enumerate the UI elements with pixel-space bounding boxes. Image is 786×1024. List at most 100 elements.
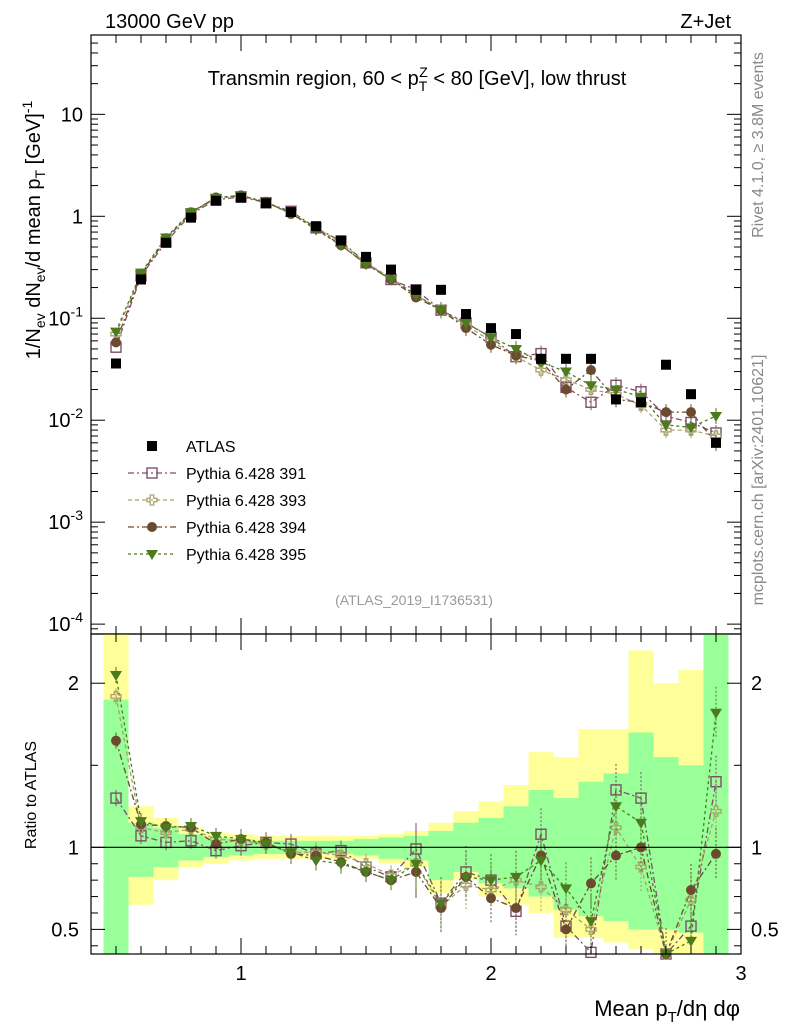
- series-point-3: [111, 337, 121, 348]
- plot-title: Transmin region, 60 < pTZ < 80 [GeV], lo…: [208, 64, 627, 94]
- legend-entry-4: Pythia 6.428 395: [128, 547, 306, 564]
- series-point-4: [360, 260, 372, 271]
- data-point: [136, 274, 146, 285]
- data-point: [111, 358, 121, 369]
- legend-entry-atlas: ATLAS: [147, 439, 236, 456]
- ratio-tick-label: 0.5: [51, 919, 79, 941]
- analysis-tag: (ATLAS_2019_I1736531): [335, 592, 493, 608]
- y-tick-label: 10-1: [48, 303, 83, 330]
- ratio-panel: 0.5 0.5 1 1 2 2 1 2 3 Ratio to ATLAS: [23, 633, 779, 985]
- legend-label-4: Pythia 6.428 395: [186, 547, 306, 564]
- data-point: [286, 207, 296, 218]
- series-point-4: [710, 411, 722, 422]
- x-axis-label: Mean pT/dη dφ: [594, 996, 740, 1024]
- ratio-point-4: [510, 872, 522, 883]
- ratio-band-green: [378, 837, 404, 859]
- legend-entry-3: Pythia 6.428 394: [128, 520, 306, 537]
- ratio-band-green: [428, 830, 454, 881]
- ratio-point-2: [560, 904, 572, 916]
- y-tick-label: 1: [72, 206, 83, 228]
- legend-marker-2: [146, 494, 158, 506]
- ratio-point-4: [535, 856, 547, 867]
- series-point-3: [586, 365, 596, 376]
- ratio-point-4: [335, 859, 347, 870]
- ratio-point-2: [610, 821, 622, 834]
- ratio-tick-label-right: 2: [751, 673, 762, 695]
- ratio-point-4: [685, 936, 697, 947]
- data-point: [436, 284, 446, 295]
- ratio-point-4: [260, 840, 272, 851]
- series-point-4: [585, 381, 597, 392]
- data-point: [161, 237, 171, 248]
- series-point-4: [510, 344, 522, 355]
- legend-marker-4: [146, 550, 158, 560]
- legend-label-3: Pythia 6.428 394: [186, 520, 306, 537]
- ratio-point-4: [635, 818, 647, 829]
- header-process: Z+Jet: [680, 11, 731, 33]
- series-line-4: [115, 194, 717, 429]
- data-point: [486, 323, 496, 334]
- ratio-point-4: [210, 831, 222, 842]
- y-tick-label: 10-3: [48, 507, 83, 534]
- legend-label-1: Pythia 6.428 391: [186, 466, 306, 483]
- ratio-tick-label: 1: [68, 837, 79, 859]
- series-point-2: [660, 424, 672, 436]
- series-point-4: [610, 385, 622, 396]
- y-axis-label: 1/Nev dNev/d mean pT [GeV]-1: [19, 101, 48, 360]
- ratio-tick-label: 2: [68, 673, 79, 695]
- ratio-point-2: [710, 805, 722, 817]
- mcplots-label: mcplots.cern.ch [arXiv:2401.10621]: [750, 355, 767, 606]
- ratio-point-1: [635, 792, 647, 804]
- ratio-point-4: [560, 884, 572, 895]
- y-tick-label: 10-4: [48, 609, 83, 636]
- data-point: [511, 329, 521, 340]
- ratio-point-4: [160, 823, 172, 834]
- ratio-point-4: [110, 671, 122, 682]
- data-point: [336, 235, 346, 246]
- data-point: [636, 397, 646, 408]
- series-point-2: [535, 364, 547, 376]
- ratio-point-4: [460, 872, 472, 883]
- series-point-4: [685, 423, 697, 434]
- legend-label-2: Pythia 6.428 393: [186, 493, 306, 510]
- ratio-point-2: [635, 861, 647, 873]
- series-line-1: [115, 196, 717, 434]
- ratio-point-4: [235, 835, 247, 846]
- ratio-point-4: [385, 876, 397, 887]
- ratio-point-3: [586, 878, 596, 889]
- series-point-4: [560, 367, 572, 378]
- series-point-4: [110, 327, 122, 338]
- ratio-band-green: [653, 757, 679, 930]
- series-point-3: [661, 407, 671, 418]
- series-point-4: [485, 333, 497, 344]
- x-tick-label: 3: [735, 963, 746, 985]
- legend-entry-1: Pythia 6.428 391: [128, 466, 306, 483]
- ratio-point-3: [711, 848, 721, 859]
- legend-label-atlas: ATLAS: [186, 439, 236, 456]
- legend-marker-atlas: [147, 441, 157, 451]
- ratio-point-2: [110, 690, 122, 703]
- series-point-3: [561, 384, 571, 395]
- series-point-4: [435, 306, 447, 317]
- legend-entry-2: Pythia 6.428 393: [128, 493, 306, 510]
- data-point: [561, 353, 571, 364]
- data-point: [211, 195, 221, 206]
- legend-marker-3: [147, 522, 157, 532]
- main-frame: [90, 34, 742, 635]
- ratio-point-4: [660, 950, 672, 960]
- series-point-4: [460, 318, 472, 329]
- ratio-point-3: [611, 850, 621, 861]
- data-point: [661, 359, 671, 370]
- y-tick-label: 10-2: [48, 405, 83, 432]
- series-point-3: [686, 407, 696, 418]
- ratio-point-2: [535, 881, 547, 893]
- main-panel: 10-4 10-3 10-2 10-1 1 10 Transmin region, 60 …: [19, 34, 742, 636]
- data-point: [711, 437, 721, 448]
- ratio-point-4: [710, 708, 722, 719]
- ratio-axis-label: Ratio to ATLAS: [23, 741, 40, 849]
- series-point-4: [135, 268, 147, 279]
- x-tick-label: 2: [485, 963, 496, 985]
- ratio-point-4: [485, 876, 497, 887]
- data-point: [236, 192, 246, 203]
